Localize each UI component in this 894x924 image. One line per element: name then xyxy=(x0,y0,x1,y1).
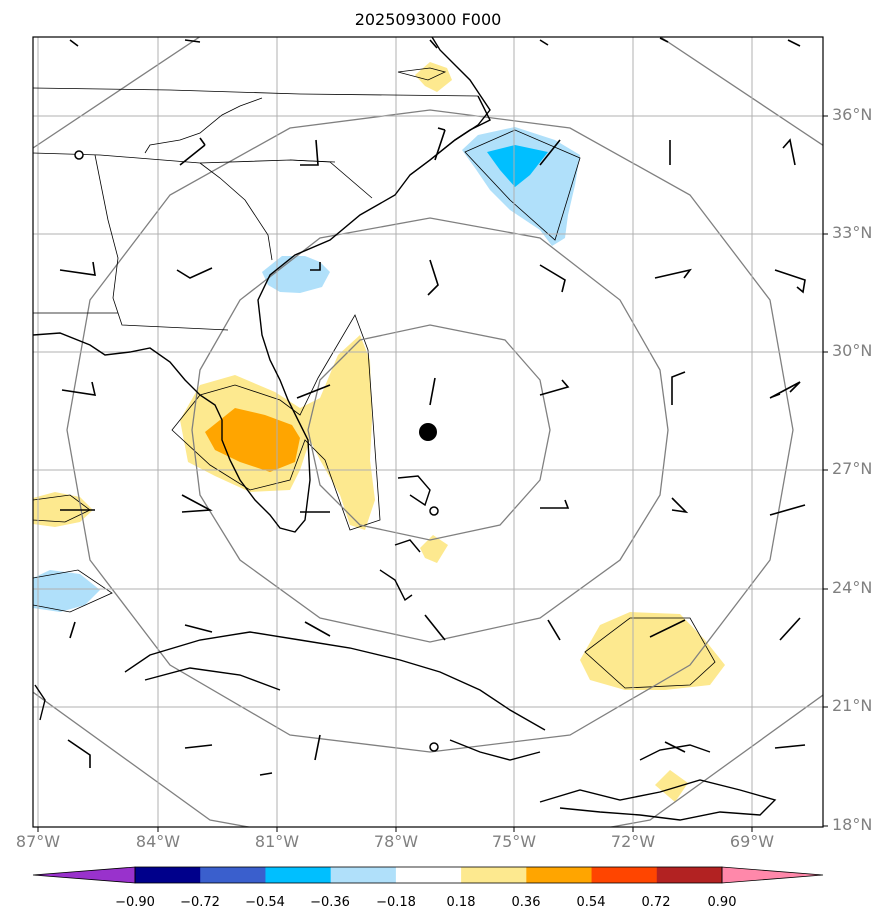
colorbar-tick-label: 0.54 xyxy=(576,895,606,910)
lon-label: 72°W xyxy=(610,832,656,851)
colorbar-bin xyxy=(265,867,332,883)
lat-label: 27°N xyxy=(832,459,873,478)
lat-label: 36°N xyxy=(832,105,873,124)
shade-negative-gulf xyxy=(33,570,100,612)
colorbar-tick-label: 0.90 xyxy=(707,895,737,910)
coastlines xyxy=(33,37,777,821)
lat-label: 30°N xyxy=(832,341,873,360)
shade-strong-negative-northeast xyxy=(487,145,548,187)
lat-label: 21°N xyxy=(832,696,873,715)
colorbar-tick-label: 0.36 xyxy=(511,895,541,910)
axis-ticks xyxy=(37,115,828,832)
colorbar-extend-high xyxy=(721,866,824,884)
colorbar-bin xyxy=(395,867,462,883)
colorbar-tick-label: 0.72 xyxy=(641,895,671,910)
state-borders xyxy=(33,87,479,331)
colorbar-extend-low xyxy=(32,866,136,884)
range-rings xyxy=(33,37,823,827)
lon-label: 81°W xyxy=(254,832,300,851)
colorbar-bin xyxy=(135,867,201,883)
colorbar-tick-label: 0.18 xyxy=(446,895,476,910)
colorbar-tick-label: −0.18 xyxy=(376,895,416,910)
station-marker xyxy=(429,506,439,516)
colorbar xyxy=(32,866,824,884)
map-title: 2025093000 F000 xyxy=(354,10,502,29)
shade-positive-hispaniola xyxy=(655,770,688,802)
colorbar-tick-label: −0.72 xyxy=(180,895,220,910)
lon-label: 87°W xyxy=(15,832,61,851)
lat-label: 24°N xyxy=(832,578,873,597)
lon-label: 84°W xyxy=(135,832,181,851)
colorbar-bin xyxy=(330,867,397,883)
storm-center-marker xyxy=(419,423,437,441)
colorbar-tick-label: −0.90 xyxy=(115,895,155,910)
colorbar-bin xyxy=(461,867,527,883)
lat-label: 33°N xyxy=(832,223,873,242)
lat-label: 18°N xyxy=(832,815,873,834)
shade-negative-northeast xyxy=(462,127,580,246)
shade-negative-georgia xyxy=(262,256,330,293)
lon-label: 78°W xyxy=(373,832,419,851)
colorbar-bin xyxy=(591,867,658,883)
wind-barbs xyxy=(59,37,806,768)
lon-label: 69°W xyxy=(729,832,775,851)
graticule xyxy=(33,37,823,827)
map-panel xyxy=(32,36,828,832)
colorbar-bin xyxy=(200,867,266,883)
field-shading xyxy=(33,62,725,802)
colorbar-bin xyxy=(526,867,593,883)
plot-border xyxy=(32,36,824,828)
station-marker xyxy=(429,742,439,752)
lon-label: 75°W xyxy=(491,832,537,851)
contour-lines xyxy=(33,67,716,689)
shade-positive-bahamas xyxy=(420,535,448,563)
shade-positive-turks xyxy=(580,612,725,690)
colorbar-bin xyxy=(656,867,723,883)
colorbar-tick-label: −0.54 xyxy=(245,895,285,910)
station-marker xyxy=(74,150,84,160)
colorbar-tick-label: −0.36 xyxy=(310,895,350,910)
